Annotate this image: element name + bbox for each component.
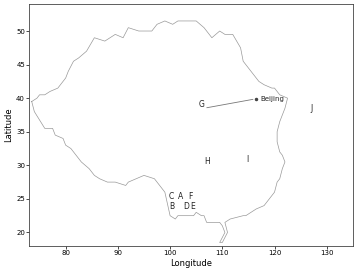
Text: F: F [188,192,193,201]
Text: Beijing: Beijing [260,96,284,102]
Text: E: E [191,202,195,211]
Text: H: H [204,157,210,166]
Text: B: B [169,202,174,211]
Text: C: C [169,192,174,201]
Text: G: G [199,100,205,109]
X-axis label: Longitude: Longitude [170,259,212,268]
Text: J: J [310,104,312,113]
Text: D: D [183,202,189,211]
Y-axis label: Latitude: Latitude [4,108,13,142]
Text: A: A [178,192,184,201]
Text: I: I [246,155,248,164]
